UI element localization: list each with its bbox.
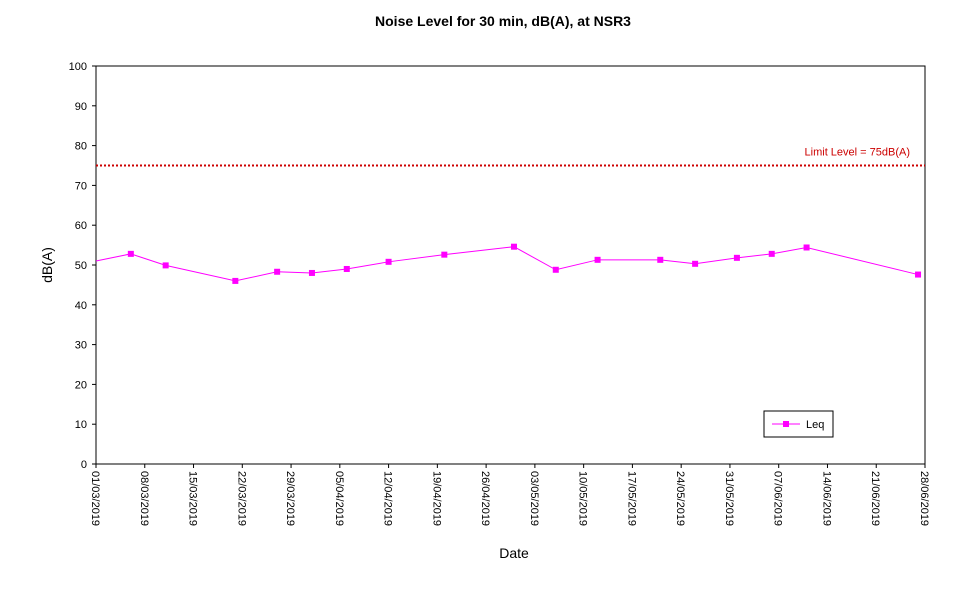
data-point-leq (510, 243, 517, 250)
data-point-leq (274, 268, 281, 275)
y-axis: 0 10 20 30 40 50 60 70 80 90 100 (69, 61, 96, 471)
y-tick-label: 40 (75, 300, 87, 312)
y-tick-label: 30 (75, 340, 87, 352)
data-point-leq (803, 244, 810, 251)
x-tick-label: 12/04/2019 (382, 471, 394, 526)
data-point-leq (232, 277, 239, 284)
x-tick-label: 29/03/2019 (284, 471, 296, 526)
x-tick-label: 22/03/2019 (235, 471, 247, 526)
series-leq (95, 243, 922, 284)
x-tick-label: 26/04/2019 (479, 471, 491, 526)
data-point-leq (768, 250, 775, 257)
chart-title: Noise Level for 30 min, dB(A), at NSR3 (375, 13, 631, 29)
x-tick-label: 08/03/2019 (138, 471, 150, 526)
data-point-leq (915, 271, 922, 278)
x-tick-label: 07/06/2019 (772, 471, 784, 526)
data-point-leq (594, 256, 601, 263)
y-tick-label: 60 (75, 220, 87, 232)
data-point-leq (162, 262, 169, 269)
data-point-leq (308, 269, 315, 276)
limit-level-label: Limit Level = 75dB(A) (805, 147, 910, 159)
legend: Leq (763, 410, 834, 438)
data-point-leq (441, 251, 448, 258)
x-tick-label: 21/06/2019 (869, 471, 881, 526)
y-tick-label: 0 (81, 459, 87, 471)
data-point-leq (552, 266, 559, 273)
y-tick-label: 70 (75, 180, 87, 192)
plot-area (95, 65, 926, 465)
x-tick-label: 10/05/2019 (577, 471, 589, 526)
data-point-leq (343, 265, 350, 272)
y-tick-label: 90 (75, 101, 87, 113)
y-tick-label: 50 (75, 260, 87, 272)
y-tick-label: 20 (75, 379, 87, 391)
y-axis-label: dB(A) (39, 247, 55, 283)
data-point-leq (385, 258, 392, 265)
x-tick-label: 19/04/2019 (430, 471, 442, 526)
x-tick-label: 28/06/2019 (918, 471, 930, 526)
data-point-leq (127, 250, 134, 257)
x-tick-label: 14/06/2019 (820, 471, 832, 526)
data-point-leq (692, 260, 699, 267)
data-point-leq (657, 256, 664, 263)
x-tick-label: 05/04/2019 (333, 471, 345, 526)
x-tick-label: 24/05/2019 (674, 471, 686, 526)
x-axis: 01/03/2019 08/03/2019 15/03/2019 22/03/2019… (89, 464, 930, 526)
x-tick-label: 31/05/2019 (723, 471, 735, 526)
x-axis-label: Date (499, 545, 529, 561)
y-tick-label: 80 (75, 141, 87, 153)
series-line-leq (95, 246, 919, 282)
x-tick-label: 01/03/2019 (89, 471, 101, 526)
x-tick-label: 17/05/2019 (625, 471, 637, 526)
y-tick-label: 100 (69, 61, 87, 73)
x-tick-label: 03/05/2019 (528, 471, 540, 526)
legend-marker-icon (783, 421, 789, 427)
x-tick-label: 15/03/2019 (187, 471, 199, 526)
legend-label-leq: Leq (806, 419, 824, 431)
data-point-leq (733, 254, 740, 261)
y-tick-label: 10 (75, 419, 87, 431)
